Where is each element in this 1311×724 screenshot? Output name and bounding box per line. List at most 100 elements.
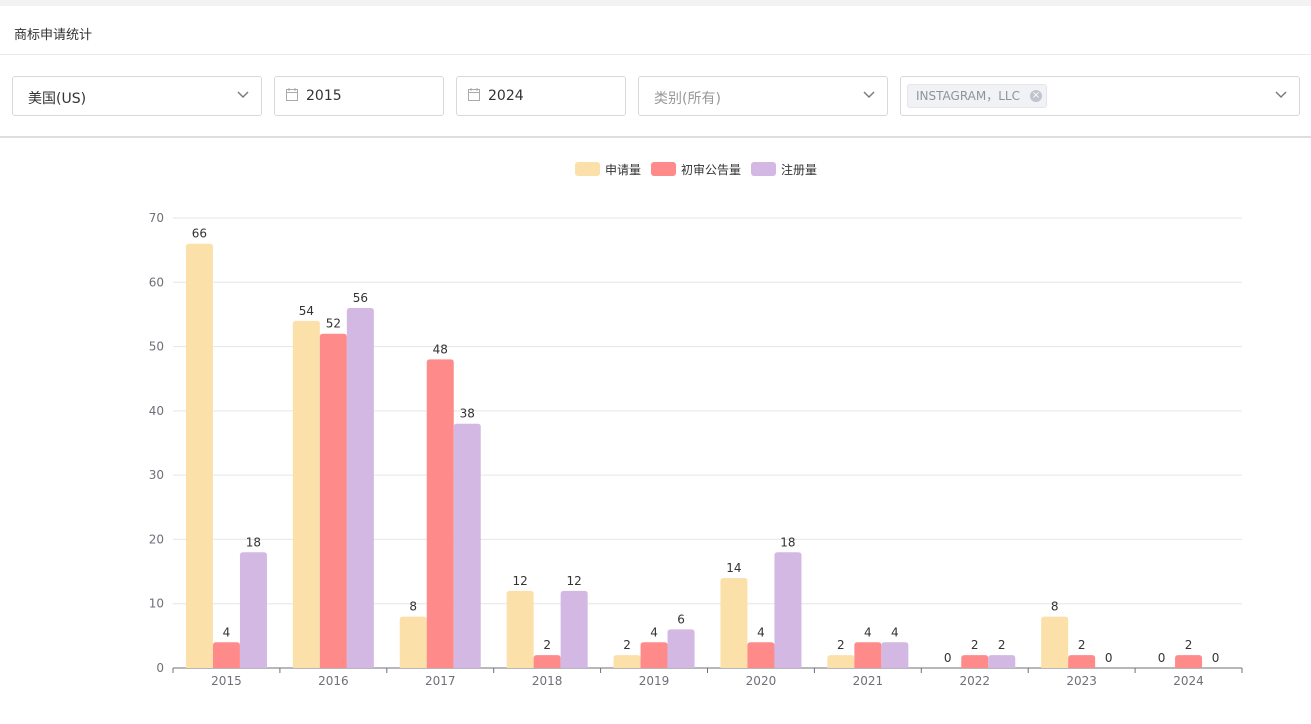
x-tick-label: 2019 (639, 674, 670, 688)
bar (613, 655, 641, 668)
close-icon[interactable]: × (1030, 90, 1042, 102)
bar (346, 308, 374, 668)
data-label: 52 (326, 317, 341, 331)
bar (961, 655, 989, 668)
bar (640, 642, 668, 668)
y-tick-label: 0 (156, 661, 164, 675)
bar (827, 655, 855, 668)
chevron-down-icon (863, 91, 875, 98)
data-label: 4 (757, 625, 765, 639)
bar (319, 333, 347, 668)
x-tick-label: 2023 (1066, 674, 1097, 688)
bar-chart: 0102030405060706641820155452562016848382… (149, 211, 1243, 688)
data-label: 4 (223, 625, 231, 639)
data-label: 66 (192, 227, 207, 241)
bar (426, 359, 454, 668)
x-tick-label: 2021 (853, 674, 884, 688)
bar (881, 642, 909, 668)
applicant-select[interactable]: INSTAGRAM，LLC × (900, 76, 1300, 116)
x-tick-label: 2024 (1173, 674, 1204, 688)
bar (399, 616, 427, 668)
country-select[interactable]: 美国(US) (12, 76, 262, 116)
year-start-picker[interactable]: 2015 (274, 76, 444, 116)
bar (212, 642, 240, 668)
legend-swatch (575, 162, 600, 176)
year-start-value: 2015 (306, 88, 342, 104)
applicant-tag: INSTAGRAM，LLC × (907, 84, 1047, 108)
x-tick-label: 2015 (211, 674, 242, 688)
data-label: 0 (1158, 651, 1166, 665)
data-label: 48 (433, 342, 448, 356)
applicant-tag-label: INSTAGRAM，LLC (916, 89, 1020, 103)
y-tick-label: 60 (149, 275, 164, 289)
x-tick-label: 2016 (318, 674, 349, 688)
data-label: 4 (891, 625, 899, 639)
legend-label: 申请量 (605, 163, 642, 177)
bar (667, 629, 695, 668)
data-label: 2 (998, 638, 1006, 652)
data-label: 6 (677, 612, 685, 626)
bar (453, 423, 481, 668)
year-end-value: 2024 (488, 88, 524, 104)
top-strip (0, 0, 1311, 6)
data-label: 18 (246, 535, 261, 549)
x-tick-label: 2022 (959, 674, 990, 688)
data-label: 0 (1105, 651, 1113, 665)
filter-bar: 美国(US) 2015 2024 类别(所有) INSTAGRAM，LLC × (0, 56, 1311, 138)
data-label: 0 (944, 651, 952, 665)
bar (239, 552, 267, 668)
legend-label: 初审公告量 (681, 163, 742, 177)
data-label: 12 (567, 574, 582, 588)
category-select[interactable]: 类别(所有) (638, 76, 888, 116)
y-tick-label: 40 (149, 404, 164, 418)
page-title: 商标申请统计 (14, 28, 93, 43)
chevron-down-icon (1275, 91, 1287, 98)
legend-label: 注册量 (781, 163, 818, 177)
data-label: 2 (971, 638, 979, 652)
data-label: 56 (353, 291, 368, 305)
data-label: 2 (543, 638, 551, 652)
data-label: 8 (1051, 600, 1059, 614)
bar (854, 642, 882, 668)
country-select-value: 美国(US) (28, 91, 87, 107)
bar (774, 552, 802, 668)
x-tick-label: 2018 (532, 674, 563, 688)
y-tick-label: 20 (149, 532, 164, 546)
data-label: 54 (299, 304, 314, 318)
data-label: 18 (780, 535, 795, 549)
bar (560, 590, 588, 668)
bar (1175, 655, 1203, 668)
bar (506, 590, 534, 668)
title-bar: 商标申请统计 (0, 6, 1311, 55)
y-tick-label: 10 (149, 597, 164, 611)
y-tick-label: 30 (149, 468, 164, 482)
bar (1068, 655, 1096, 668)
data-label: 2 (1185, 638, 1193, 652)
bar (1041, 616, 1069, 668)
bar (292, 320, 320, 668)
chevron-down-icon (237, 91, 249, 98)
bar (988, 655, 1016, 668)
data-label: 2 (1078, 638, 1086, 652)
calendar-icon (286, 88, 298, 101)
y-tick-label: 50 (149, 340, 164, 354)
data-label: 8 (409, 600, 417, 614)
data-label: 12 (513, 574, 528, 588)
data-label: 38 (460, 407, 475, 421)
bar (747, 642, 775, 668)
bar (185, 243, 213, 668)
x-tick-label: 2020 (746, 674, 777, 688)
y-tick-label: 70 (149, 211, 164, 225)
bar (720, 578, 748, 668)
data-label: 4 (864, 625, 872, 639)
data-label: 2 (623, 638, 631, 652)
data-label: 14 (726, 561, 741, 575)
bar (533, 655, 561, 668)
data-label: 0 (1212, 651, 1220, 665)
x-tick-label: 2017 (425, 674, 456, 688)
data-label: 4 (650, 625, 658, 639)
year-end-picker[interactable]: 2024 (456, 76, 626, 116)
category-select-placeholder: 类别(所有) (654, 91, 721, 107)
legend-swatch (751, 162, 776, 176)
legend-swatch (651, 162, 676, 176)
